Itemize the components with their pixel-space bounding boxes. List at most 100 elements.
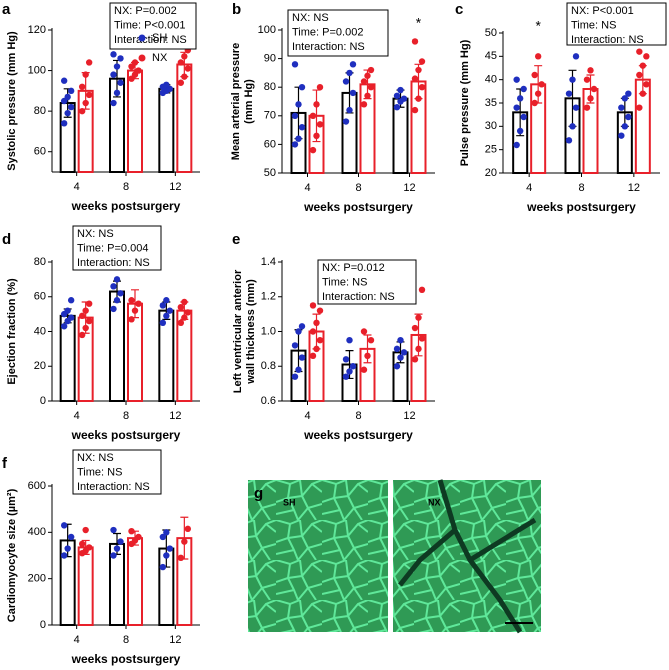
data-point [516, 127, 524, 135]
data-point [85, 544, 93, 551]
x-tick-label: 8 [123, 181, 129, 193]
legend-marker [138, 54, 146, 62]
data-point [60, 77, 68, 84]
data-point [569, 76, 576, 83]
data-point [298, 354, 306, 361]
stats-text: NX: P<0.001 [571, 5, 634, 17]
data-point [163, 81, 170, 88]
data-point [181, 538, 188, 545]
data-point [587, 95, 594, 102]
x-tick-label: 8 [355, 182, 361, 194]
data-point [513, 76, 520, 83]
data-point [110, 99, 117, 107]
data-point [159, 563, 167, 571]
data-point [82, 71, 89, 78]
data-point [636, 104, 643, 111]
x-tick-label: 12 [628, 182, 640, 194]
stats-text: Interaction: NS [571, 34, 644, 46]
x-tick-label: 8 [355, 410, 361, 422]
data-point [60, 552, 68, 559]
data-point [397, 336, 404, 344]
stats-box [72, 449, 162, 495]
data-point [291, 373, 299, 380]
stats-text: Time: P<0.001 [114, 19, 185, 31]
data-point [117, 538, 124, 545]
data-point [298, 124, 306, 131]
stats-box [109, 2, 197, 50]
y-axis-label: Left ventricular anterior [232, 269, 244, 393]
y-tick-label: 70 [264, 110, 276, 122]
data-point [128, 527, 135, 535]
y-tick-label: 200 [28, 573, 46, 585]
data-point [625, 90, 632, 97]
data-point [67, 314, 75, 321]
data-point [184, 525, 192, 533]
data-point [309, 352, 317, 360]
x-tick-label: 12 [403, 410, 415, 422]
y-tick-label: 60 [34, 146, 46, 158]
data-point [298, 323, 306, 330]
stats-text: NX: P=0.002 [114, 5, 177, 17]
data-point [82, 324, 89, 332]
x-tick-label: 4 [304, 182, 310, 194]
data-point [159, 533, 167, 541]
data-point [85, 317, 93, 325]
data-point [163, 529, 170, 536]
data-point [135, 67, 142, 74]
data-point [513, 141, 520, 149]
data-point [64, 307, 71, 314]
bar [127, 69, 143, 173]
data-point [349, 363, 357, 370]
data-point [342, 78, 350, 85]
x-axis-label: weeks postsurgery [303, 428, 413, 442]
data-point [313, 132, 320, 140]
data-point [393, 363, 401, 370]
data-point [397, 86, 404, 94]
data-point [60, 323, 68, 330]
data-point [618, 132, 625, 139]
bar [127, 537, 143, 626]
data-point [418, 286, 426, 293]
stats-text: NX: NS [77, 228, 114, 240]
data-point [67, 533, 75, 541]
data-point [60, 522, 68, 529]
data-point [367, 84, 375, 91]
micrograph-sh [248, 480, 388, 632]
data-point [181, 73, 188, 80]
data-point [418, 58, 426, 65]
data-point [342, 118, 350, 125]
data-point [298, 84, 306, 91]
stats-text: Interaction: NS [292, 41, 365, 53]
data-point [82, 526, 89, 534]
x-tick-label: 4 [526, 182, 532, 194]
stats-text: Time: NS [77, 466, 122, 478]
data-point [313, 319, 320, 327]
x-axis-label: weeks postsurgery [71, 199, 181, 213]
y-tick-label: 50 [485, 27, 497, 39]
data-point [82, 99, 89, 107]
stats-text: Time: P=0.004 [77, 242, 148, 254]
data-point [360, 78, 368, 85]
data-point [131, 59, 139, 66]
data-point [110, 283, 117, 290]
data-point [569, 123, 576, 130]
y-axis-label: Mean arterial pressure [230, 43, 242, 160]
legend-label: NX [152, 52, 168, 64]
data-point [621, 95, 629, 102]
data-point [313, 345, 320, 353]
data-point [565, 137, 573, 144]
data-point [60, 120, 68, 127]
y-tick-label: 100 [258, 24, 276, 36]
panel-letter: e [232, 231, 240, 248]
data-point [639, 90, 647, 97]
data-point [110, 305, 117, 313]
data-point [411, 324, 419, 332]
data-point [346, 336, 353, 344]
data-point [78, 312, 86, 320]
data-point [316, 84, 324, 91]
y-tick-label: 0 [40, 395, 46, 407]
data-point [295, 366, 302, 373]
x-tick-label: 4 [74, 181, 80, 193]
data-point [295, 135, 302, 142]
data-point [418, 335, 426, 342]
